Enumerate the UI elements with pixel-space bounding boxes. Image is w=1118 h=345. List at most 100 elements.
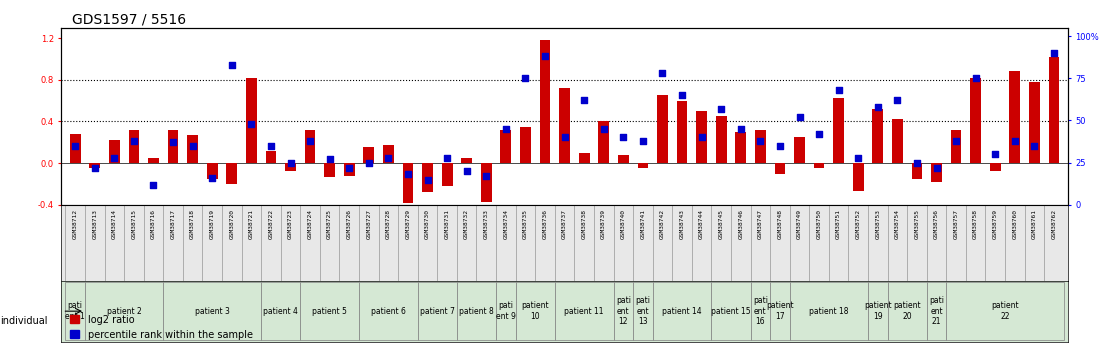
Point — [399, 172, 417, 177]
Text: pati
ent
16: pati ent 16 — [752, 296, 768, 326]
Text: GSM38737: GSM38737 — [562, 209, 567, 239]
Bar — [676, 101, 688, 163]
FancyBboxPatch shape — [66, 282, 85, 340]
Bar — [89, 163, 101, 168]
Text: GSM38733: GSM38733 — [484, 209, 489, 239]
FancyBboxPatch shape — [946, 282, 1063, 340]
Bar — [872, 109, 883, 163]
Text: GSM38713: GSM38713 — [93, 209, 97, 239]
FancyBboxPatch shape — [614, 282, 633, 340]
Text: GSM38743: GSM38743 — [680, 209, 684, 239]
Text: patient 14: patient 14 — [662, 307, 702, 316]
Bar — [266, 151, 276, 163]
Bar — [736, 132, 746, 163]
Text: GSM38742: GSM38742 — [660, 209, 665, 239]
FancyBboxPatch shape — [359, 282, 418, 340]
Point — [615, 135, 633, 140]
Text: pati
ent 1: pati ent 1 — [65, 302, 85, 321]
Bar — [402, 163, 414, 203]
Bar — [716, 116, 727, 163]
Bar — [168, 130, 179, 163]
Text: pati
ent 9: pati ent 9 — [496, 302, 515, 321]
Point — [986, 151, 1004, 157]
Text: GSM38724: GSM38724 — [307, 209, 313, 239]
Point — [477, 174, 495, 179]
Bar — [344, 163, 354, 176]
Point — [595, 126, 613, 132]
Point — [634, 138, 652, 144]
Point — [830, 87, 847, 93]
FancyBboxPatch shape — [711, 282, 750, 340]
Point — [693, 135, 711, 140]
Text: GSM38761: GSM38761 — [1032, 209, 1036, 239]
Text: GSM38730: GSM38730 — [425, 209, 430, 239]
Text: GSM38753: GSM38753 — [875, 209, 880, 239]
FancyBboxPatch shape — [301, 282, 359, 340]
Text: pati
ent
13: pati ent 13 — [635, 296, 651, 326]
Bar — [950, 130, 961, 163]
Bar — [363, 148, 375, 163]
Bar — [324, 163, 335, 177]
Text: patient 3: patient 3 — [195, 307, 229, 316]
FancyBboxPatch shape — [868, 282, 888, 340]
Point — [869, 104, 887, 110]
Point — [243, 121, 260, 127]
FancyBboxPatch shape — [163, 282, 262, 340]
Text: patient
17: patient 17 — [766, 302, 794, 321]
FancyBboxPatch shape — [927, 282, 946, 340]
Text: GSM38739: GSM38739 — [601, 209, 606, 239]
Bar — [501, 130, 511, 163]
Bar — [1010, 71, 1021, 163]
Text: GSM38747: GSM38747 — [758, 209, 762, 239]
Text: patient 6: patient 6 — [371, 307, 406, 316]
Text: GSM38715: GSM38715 — [132, 209, 136, 239]
Point — [379, 155, 397, 160]
Bar — [69, 134, 80, 163]
Text: pati
ent
12: pati ent 12 — [616, 296, 631, 326]
Bar — [462, 158, 472, 163]
Text: GSM38746: GSM38746 — [738, 209, 743, 239]
Text: GSM38751: GSM38751 — [836, 209, 841, 239]
Text: GSM38757: GSM38757 — [954, 209, 958, 239]
Bar — [637, 163, 648, 168]
FancyBboxPatch shape — [633, 282, 653, 340]
Bar — [618, 155, 628, 163]
Text: GSM38760: GSM38760 — [1012, 209, 1017, 239]
Text: GSM38734: GSM38734 — [503, 209, 509, 239]
Bar — [129, 130, 140, 163]
Text: GSM38758: GSM38758 — [973, 209, 978, 239]
Text: GSM38725: GSM38725 — [328, 209, 332, 239]
Point — [438, 155, 456, 160]
Point — [125, 138, 143, 144]
Point — [164, 140, 182, 145]
Text: patient 15: patient 15 — [711, 307, 751, 316]
Text: GSM38718: GSM38718 — [190, 209, 196, 239]
Bar — [911, 163, 922, 179]
Bar — [559, 88, 570, 163]
Bar — [814, 163, 824, 168]
Text: GSM38738: GSM38738 — [581, 209, 587, 239]
Text: GSM38740: GSM38740 — [620, 209, 626, 239]
Text: GSM38728: GSM38728 — [386, 209, 391, 239]
Point — [732, 126, 750, 132]
Text: patient
22: patient 22 — [992, 302, 1018, 321]
FancyBboxPatch shape — [888, 282, 927, 340]
Point — [576, 97, 594, 103]
Point — [360, 160, 378, 165]
FancyBboxPatch shape — [750, 282, 770, 340]
Bar — [227, 163, 237, 184]
Text: GSM38759: GSM38759 — [993, 209, 997, 239]
Bar — [794, 137, 805, 163]
Text: patient
19: patient 19 — [864, 302, 892, 321]
Bar — [285, 163, 296, 171]
Text: patient 7: patient 7 — [420, 307, 455, 316]
Text: GSM38721: GSM38721 — [249, 209, 254, 239]
Bar — [423, 163, 433, 192]
Text: GSM38731: GSM38731 — [445, 209, 449, 239]
Point — [144, 182, 162, 187]
FancyBboxPatch shape — [789, 282, 868, 340]
Text: pati
ent
21: pati ent 21 — [929, 296, 944, 326]
Point — [1045, 50, 1063, 56]
Text: GSM38717: GSM38717 — [171, 209, 176, 239]
Text: GSM38744: GSM38744 — [699, 209, 704, 239]
